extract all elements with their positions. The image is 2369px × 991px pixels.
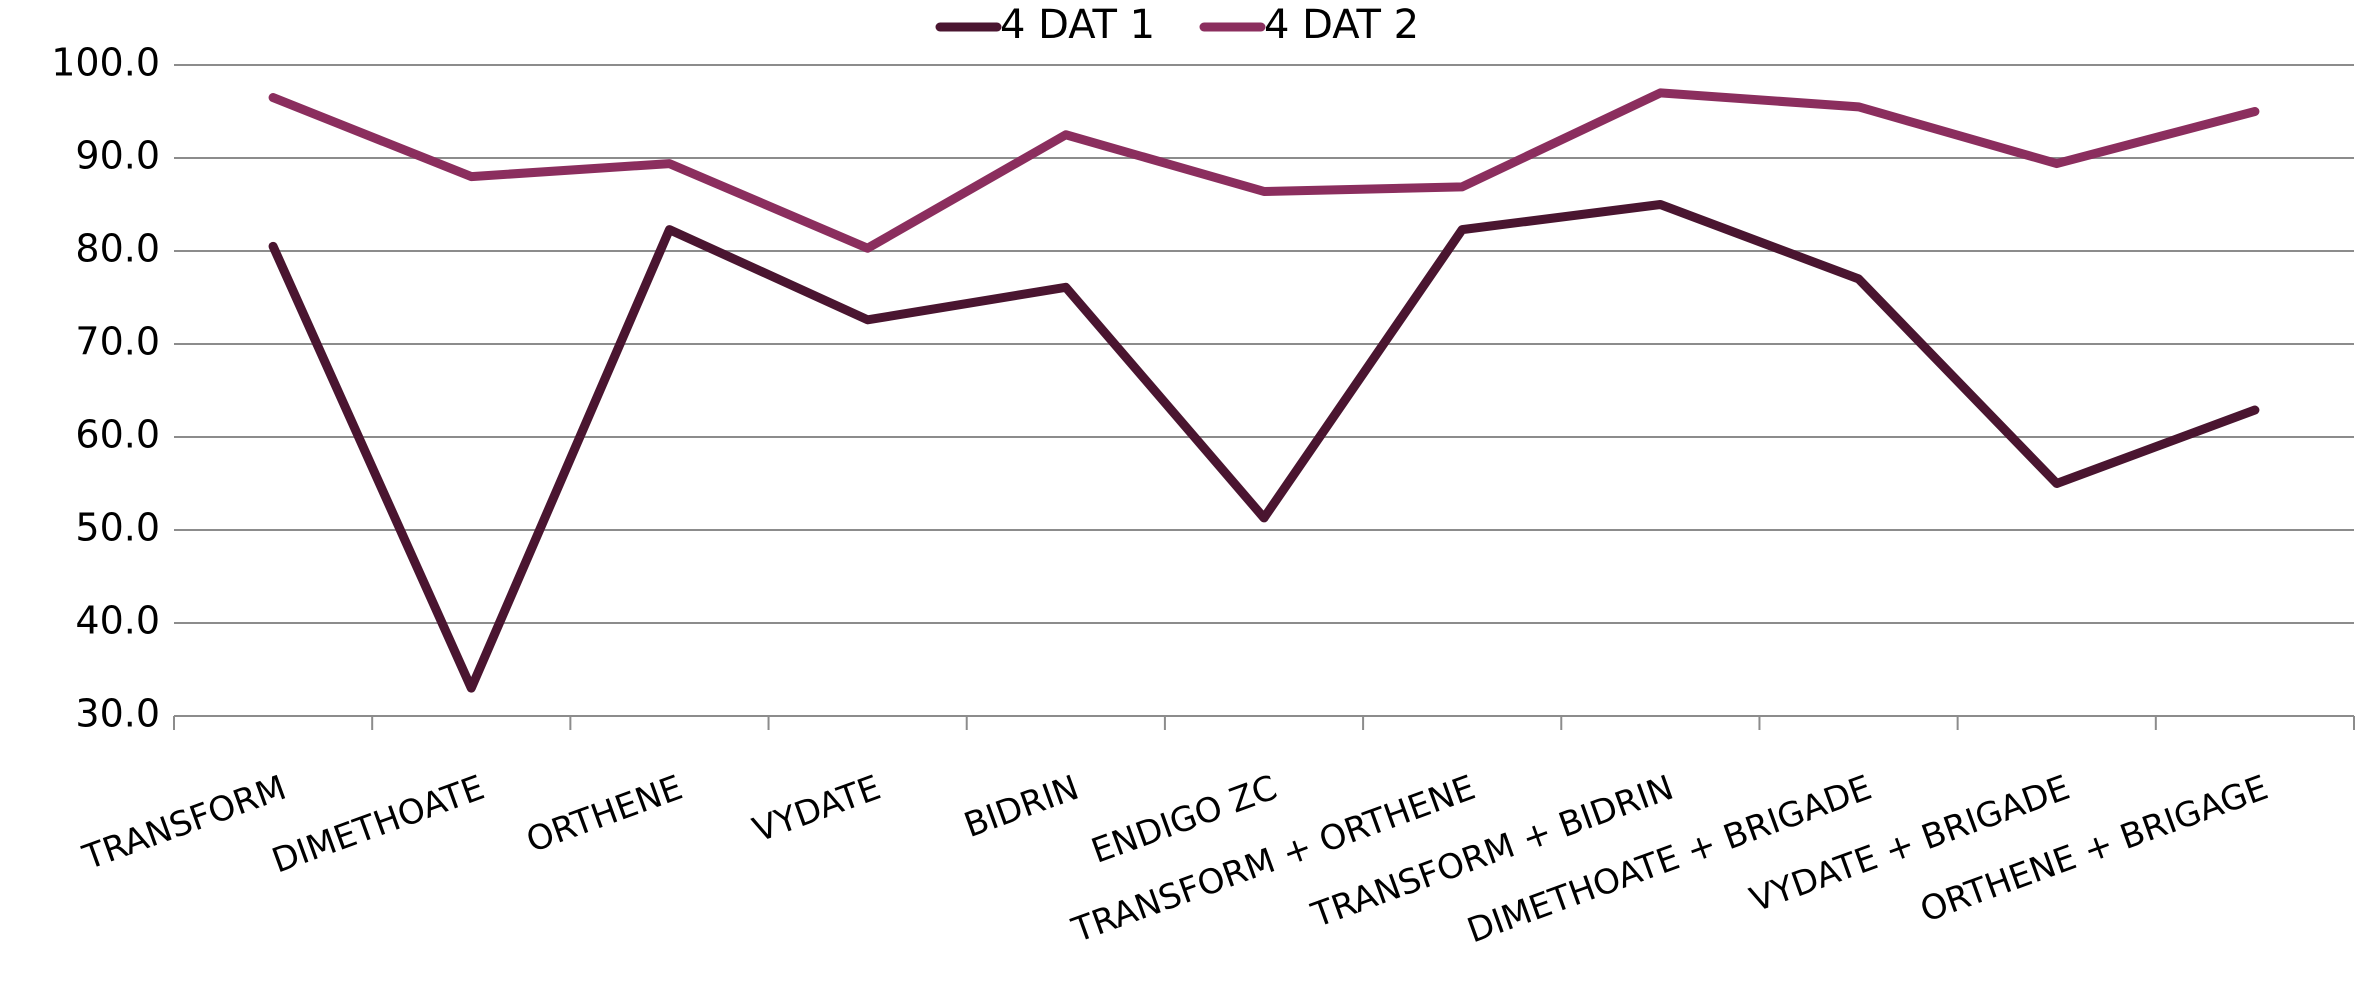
legend-label: 4 DAT 1 [1000,2,1155,48]
x-tick-label: VYDATE + BRIGADE [1745,768,2075,921]
x-tick-label: VYDATE [748,768,886,851]
y-tick-label: 80.0 [75,227,160,271]
y-tick-label: 60.0 [75,413,160,457]
y-tick-label: 70.0 [75,320,160,364]
legend-label: 4 DAT 2 [1264,2,1419,48]
y-tick-label: 50.0 [75,506,160,550]
series-line [268,88,2260,253]
y-tick-label: 30.0 [75,692,160,736]
y-tick-label: 90.0 [75,134,160,178]
x-tick-label: BIDRIN [959,768,1084,846]
y-tick-label: 40.0 [75,599,160,643]
x-tick-label: TRANSFORM [77,768,291,879]
x-tick-label: DIMETHOATE [267,768,490,882]
y-tick-label: 100.0 [51,41,160,85]
x-tick-label: ORTHENE + BRIGAGE [1915,768,2273,931]
x-tick-label: ORTHENE [521,768,688,861]
series-line [268,200,2260,693]
